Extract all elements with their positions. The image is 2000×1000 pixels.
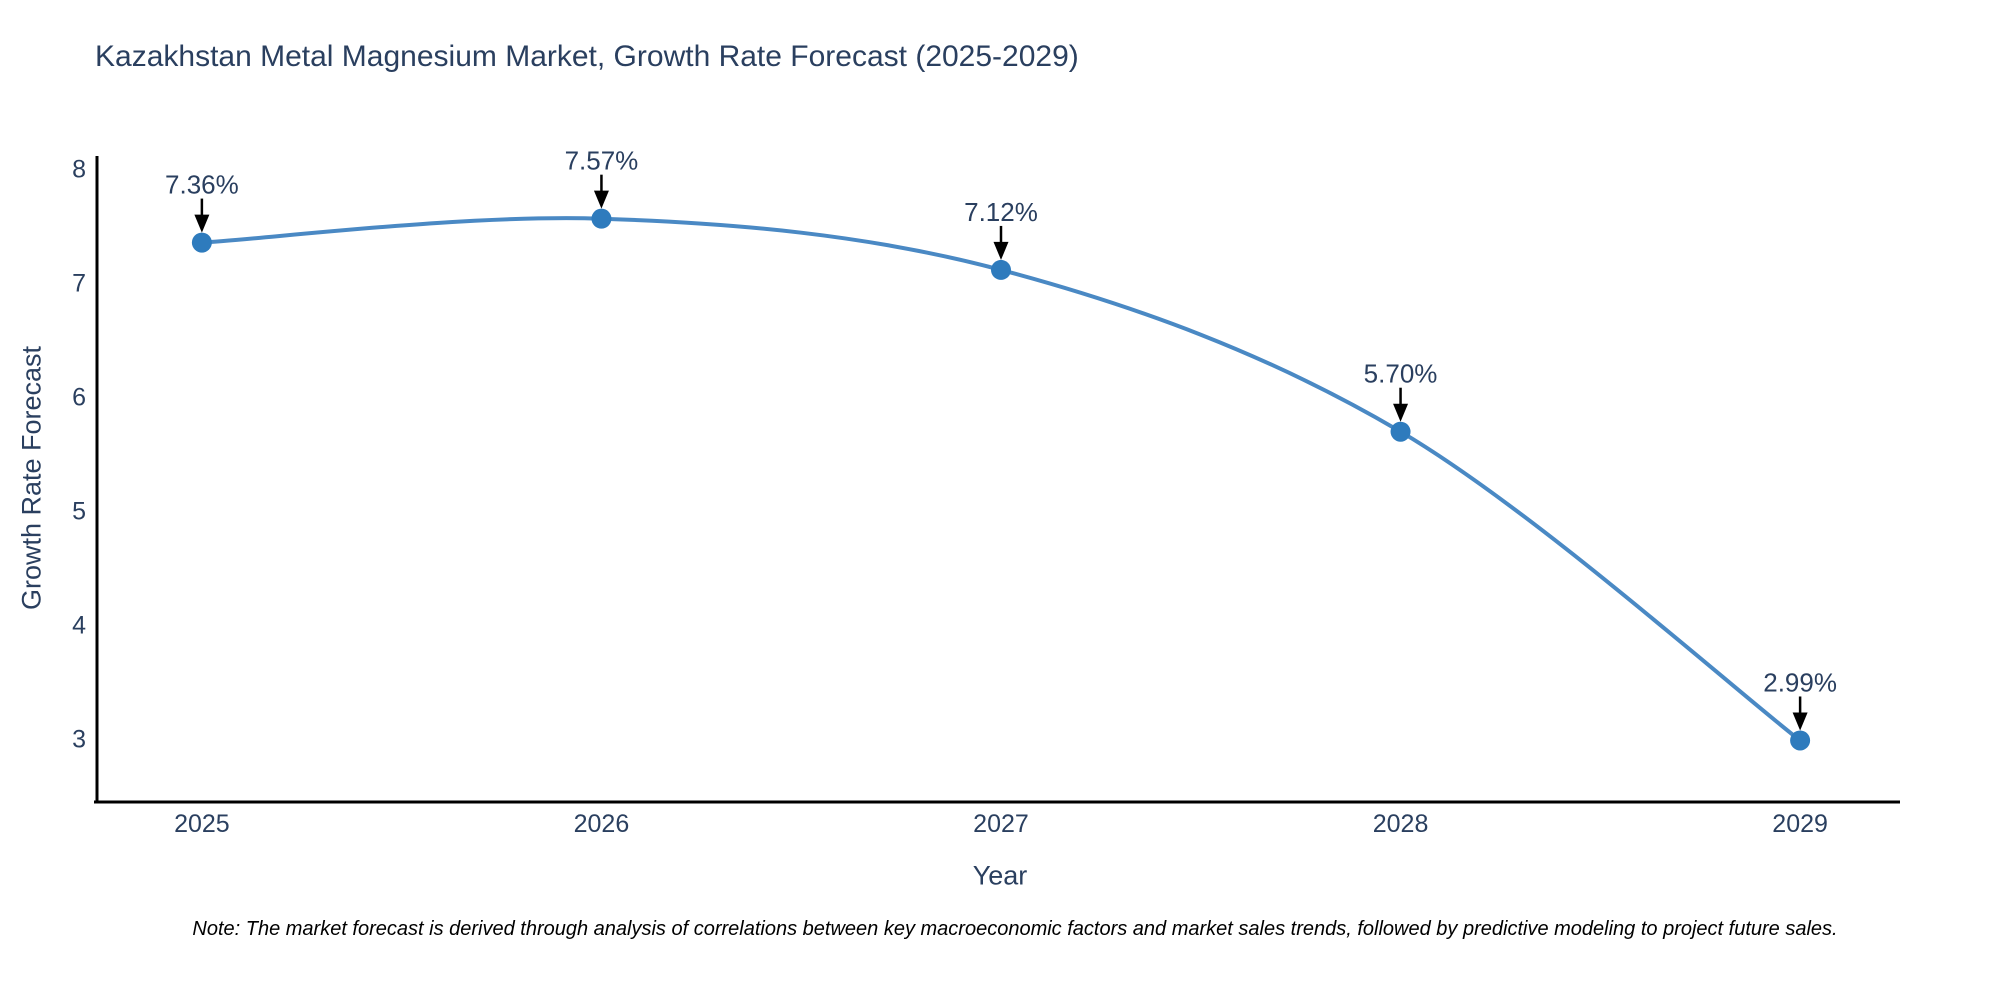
data-point-marker xyxy=(1790,730,1811,751)
y-axis-title: Growth Rate Forecast xyxy=(16,345,47,611)
annotation-arrow-head xyxy=(1792,712,1808,731)
y-tick-label: 3 xyxy=(72,725,86,753)
y-tick-label: 5 xyxy=(72,497,86,525)
footnote: Note: The market forecast is derived thr… xyxy=(192,918,1838,940)
series-line xyxy=(199,216,1803,743)
x-axis-title: Year xyxy=(972,860,1028,891)
y-tick-label: 4 xyxy=(72,611,86,639)
y-tick-label: 8 xyxy=(72,156,86,184)
data-point-marker xyxy=(1390,421,1411,442)
annotation-arrow-head xyxy=(1393,403,1409,422)
x-tick-label: 2026 xyxy=(574,810,630,838)
chart-title: Kazakhstan Metal Magnesium Market, Growt… xyxy=(95,40,1079,73)
data-point-marker xyxy=(591,208,612,229)
data-point-label: 7.36% xyxy=(165,170,239,200)
x-tick-label: 2027 xyxy=(973,810,1029,838)
data-point-label: 5.70% xyxy=(1364,359,1438,389)
data-point-label: 2.99% xyxy=(1763,667,1837,697)
x-tick-label: 2025 xyxy=(174,810,230,838)
y-tick-label: 7 xyxy=(72,270,86,298)
annotation-arrow-head xyxy=(993,241,1009,260)
x-tick-label: 2029 xyxy=(1772,810,1828,838)
y-tick-label: 6 xyxy=(72,384,86,412)
data-point-label: 7.12% xyxy=(964,197,1038,227)
annotation-arrow-head xyxy=(593,190,609,209)
data-point-marker xyxy=(191,232,212,253)
x-tick-label: 2028 xyxy=(1373,810,1429,838)
data-point-marker xyxy=(990,259,1011,280)
annotation-arrow-head xyxy=(194,214,210,233)
data-point-label: 7.57% xyxy=(565,146,639,176)
